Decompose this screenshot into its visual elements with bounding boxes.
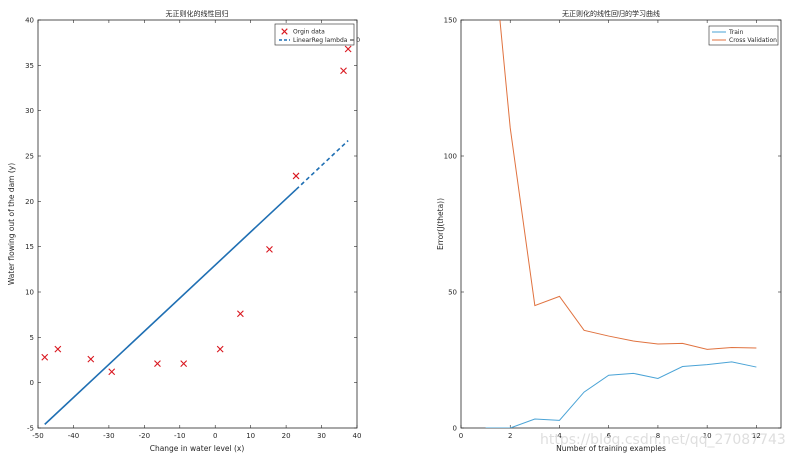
- y-tick-label: 50: [448, 289, 457, 297]
- y-tick-label: 150: [444, 17, 457, 25]
- data-point-stroke: [180, 360, 188, 368]
- legend-label-train: Train: [728, 29, 744, 36]
- y-axis-label: Error(J(theta)): [436, 198, 445, 250]
- y-axis-label: Water flowing out of the dam (y): [7, 163, 16, 285]
- x-tick-label: 10: [246, 432, 255, 440]
- x-tick-label: -50: [32, 432, 43, 440]
- x-axis: -50 -40 -30 -20 -10 0 10 20 30 40: [32, 20, 361, 440]
- fit-line-dashed: [295, 140, 349, 191]
- legend-label-linearreg: LinearReg lambda = 0: [293, 37, 360, 44]
- x-axis: 0 2 4 6 8 10 12: [459, 20, 761, 440]
- series-line-train: [485, 361, 757, 428]
- data-point-stroke: [216, 345, 224, 353]
- series-group: [41, 45, 352, 425]
- x-tick-label: 20: [282, 432, 291, 440]
- x-tick-label: -30: [103, 432, 114, 440]
- data-point: [108, 368, 116, 376]
- x-tick-label: 2: [508, 432, 512, 440]
- legend-label-orgin-data: Orgin data: [293, 29, 325, 36]
- x-axis-label: Change in water level (x): [150, 444, 245, 453]
- plot-area: [460, 19, 782, 429]
- data-point: [154, 360, 161, 368]
- data-point: [344, 45, 352, 53]
- data-point-stroke: [87, 355, 95, 363]
- legend: Train Cross Validation: [708, 25, 779, 46]
- data-point-stroke: [54, 345, 62, 353]
- regression-chart: 无正则化的线性回归 -50 -40 -30 -20 -10 0 10 20 30 40 -5051…: [7, 9, 361, 453]
- data-point: [266, 245, 273, 253]
- learning-curve-chart: 无正则化的线性回归的学习曲线 0 2 4 6 8 10 12 0 50 100 150 Numbe…: [436, 9, 782, 453]
- y-tick-label: 0: [453, 425, 457, 433]
- legend-label-cross-validation: Cross Validation: [729, 37, 777, 44]
- y-tick-label: 5: [30, 334, 34, 342]
- data-point-stroke: [266, 245, 273, 253]
- y-tick-label: 20: [25, 198, 34, 206]
- x-tick-label: 0: [459, 432, 463, 440]
- x-tick-label: 0: [213, 432, 217, 440]
- data-point: [292, 172, 300, 180]
- data-point-stroke: [154, 360, 161, 368]
- y-tick-label: 25: [25, 153, 34, 161]
- plot-data: [41, 45, 352, 425]
- data-point-stroke: [292, 172, 300, 180]
- data-point-stroke: [108, 368, 116, 376]
- fit-line-solid: [44, 188, 297, 425]
- y-tick-label: 10: [25, 289, 34, 297]
- watermark: https://blog.csdn.net/qq_27087743: [540, 432, 786, 448]
- chart-title: 无正则化的线性回归的学习曲线: [562, 9, 660, 18]
- data-point: [41, 353, 49, 361]
- data-point: [180, 360, 188, 368]
- y-tick-label: 35: [25, 62, 34, 70]
- y-tick-label: 40: [25, 17, 34, 25]
- data-point: [340, 67, 347, 75]
- x-tick-label: 10: [703, 432, 712, 440]
- plot-area: [37, 19, 358, 429]
- y-tick-label: 15: [25, 243, 34, 251]
- legend-marker-scatter: [281, 28, 288, 35]
- data-point: [87, 355, 95, 363]
- legend-box: [708, 25, 779, 46]
- x-tick-label: 4: [557, 432, 562, 440]
- y-axis: -5 0 5 10 15 20 25 30 35 40: [25, 17, 357, 433]
- y-tick-label: -5: [27, 425, 34, 433]
- x-tick-label: -20: [139, 432, 150, 440]
- data-point-stroke: [340, 67, 347, 75]
- y-tick-label: 0: [30, 379, 34, 387]
- x-tick-label: 12: [752, 432, 761, 440]
- x-tick-label: 40: [353, 432, 362, 440]
- x-tick-label: 30: [317, 432, 326, 440]
- y-axis: 0 50 100 150: [444, 17, 781, 433]
- data-point: [216, 345, 224, 353]
- legend: Orgin data LinearReg lambda = 0: [274, 23, 360, 46]
- data-point-stroke: [41, 353, 49, 361]
- series-group: [485, 20, 757, 428]
- y-tick-label: 100: [444, 153, 457, 161]
- data-point: [54, 345, 62, 353]
- x-tick-label: -40: [68, 432, 79, 440]
- series-line-cross-validation: [499, 20, 757, 350]
- data-point-stroke: [344, 45, 352, 53]
- x-axis-label: Number of training examples: [556, 444, 666, 453]
- plot-data: [485, 20, 757, 428]
- legend-box: [274, 23, 355, 46]
- y-tick-label: 30: [25, 107, 34, 115]
- x-tick-label: 8: [656, 432, 660, 440]
- legend-x-stroke: [281, 28, 288, 35]
- data-point-stroke: [236, 310, 244, 318]
- x-tick-label: -10: [174, 432, 185, 440]
- data-point: [236, 310, 244, 318]
- chart-title: 无正则化的线性回归: [166, 9, 229, 18]
- x-tick-label: 6: [606, 432, 611, 440]
